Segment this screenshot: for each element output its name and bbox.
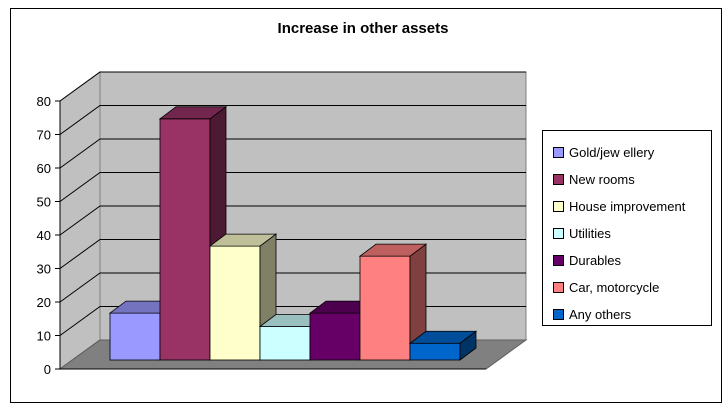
bar-top <box>358 243 428 257</box>
legend-swatch <box>553 282 564 293</box>
legend-item: Gold/jew ellery <box>543 139 711 166</box>
gridline <box>59 172 526 202</box>
y-tick-label: 50 <box>37 195 51 210</box>
bar-front <box>409 342 461 361</box>
bar-front <box>359 255 411 361</box>
bar-6 <box>408 330 478 361</box>
legend-swatch <box>553 201 564 212</box>
legend-label: Durables <box>569 253 622 268</box>
chart-title: Increase in other assets <box>277 20 449 37</box>
legend-item: New rooms <box>543 166 711 193</box>
y-tick-label: 70 <box>37 128 51 143</box>
bar-front <box>109 312 161 361</box>
legend-item: House improvement <box>543 193 711 220</box>
legend-swatch <box>553 309 564 320</box>
legend-label: Any others <box>569 307 632 322</box>
y-tick-label: 20 <box>37 295 51 310</box>
y-tick-label: 80 <box>37 94 51 109</box>
bar-top <box>208 233 278 247</box>
legend-item: Utilities <box>543 220 711 247</box>
gridline <box>59 205 526 236</box>
legend-label: Gold/jew ellery <box>569 145 655 160</box>
legend: Gold/jew ellery New rooms House improvemen… <box>542 130 712 326</box>
bar-5 <box>358 243 428 361</box>
legend-label: Car, motorcycle <box>569 280 660 295</box>
legend-label: House improvement <box>569 199 686 214</box>
gridline <box>59 239 526 269</box>
legend-item: Car, motorcycle <box>543 274 711 301</box>
y-tick-label: 30 <box>37 262 51 277</box>
bar-front <box>159 118 211 361</box>
legend-item: Any others <box>543 301 711 328</box>
gridline <box>59 105 526 135</box>
legend-swatch <box>553 228 564 239</box>
bar-top <box>408 330 478 344</box>
y-tick-label: 40 <box>37 228 51 243</box>
bar-front <box>259 326 311 361</box>
legend-swatch <box>553 255 564 266</box>
legend-swatch <box>553 174 564 185</box>
gridline <box>59 71 526 102</box>
legend-label: Utilities <box>569 226 611 241</box>
bar-front <box>209 245 261 361</box>
legend-swatch <box>553 147 564 158</box>
y-tick-label: 10 <box>37 329 51 344</box>
y-tick-label: 60 <box>37 161 51 176</box>
bar-top <box>158 106 228 120</box>
legend-item: Durables <box>543 247 711 274</box>
bar-front <box>309 312 361 361</box>
y-tick-label: 0 <box>44 362 51 377</box>
legend-label: New rooms <box>569 172 635 187</box>
gridline <box>59 138 526 169</box>
